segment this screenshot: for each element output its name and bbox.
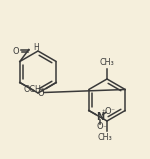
- Text: ⁻: ⁻: [111, 106, 115, 115]
- Text: ⁺: ⁺: [102, 111, 106, 117]
- Text: CH₃: CH₃: [100, 58, 114, 67]
- Text: O: O: [38, 89, 44, 98]
- Text: H: H: [33, 43, 39, 52]
- Text: OCH₃: OCH₃: [23, 85, 44, 94]
- Text: CH₃: CH₃: [98, 133, 112, 142]
- Text: N: N: [96, 111, 104, 121]
- Text: O: O: [96, 122, 103, 131]
- Text: ⁻: ⁻: [103, 123, 107, 132]
- Text: O: O: [12, 47, 19, 56]
- Text: O: O: [105, 107, 111, 116]
